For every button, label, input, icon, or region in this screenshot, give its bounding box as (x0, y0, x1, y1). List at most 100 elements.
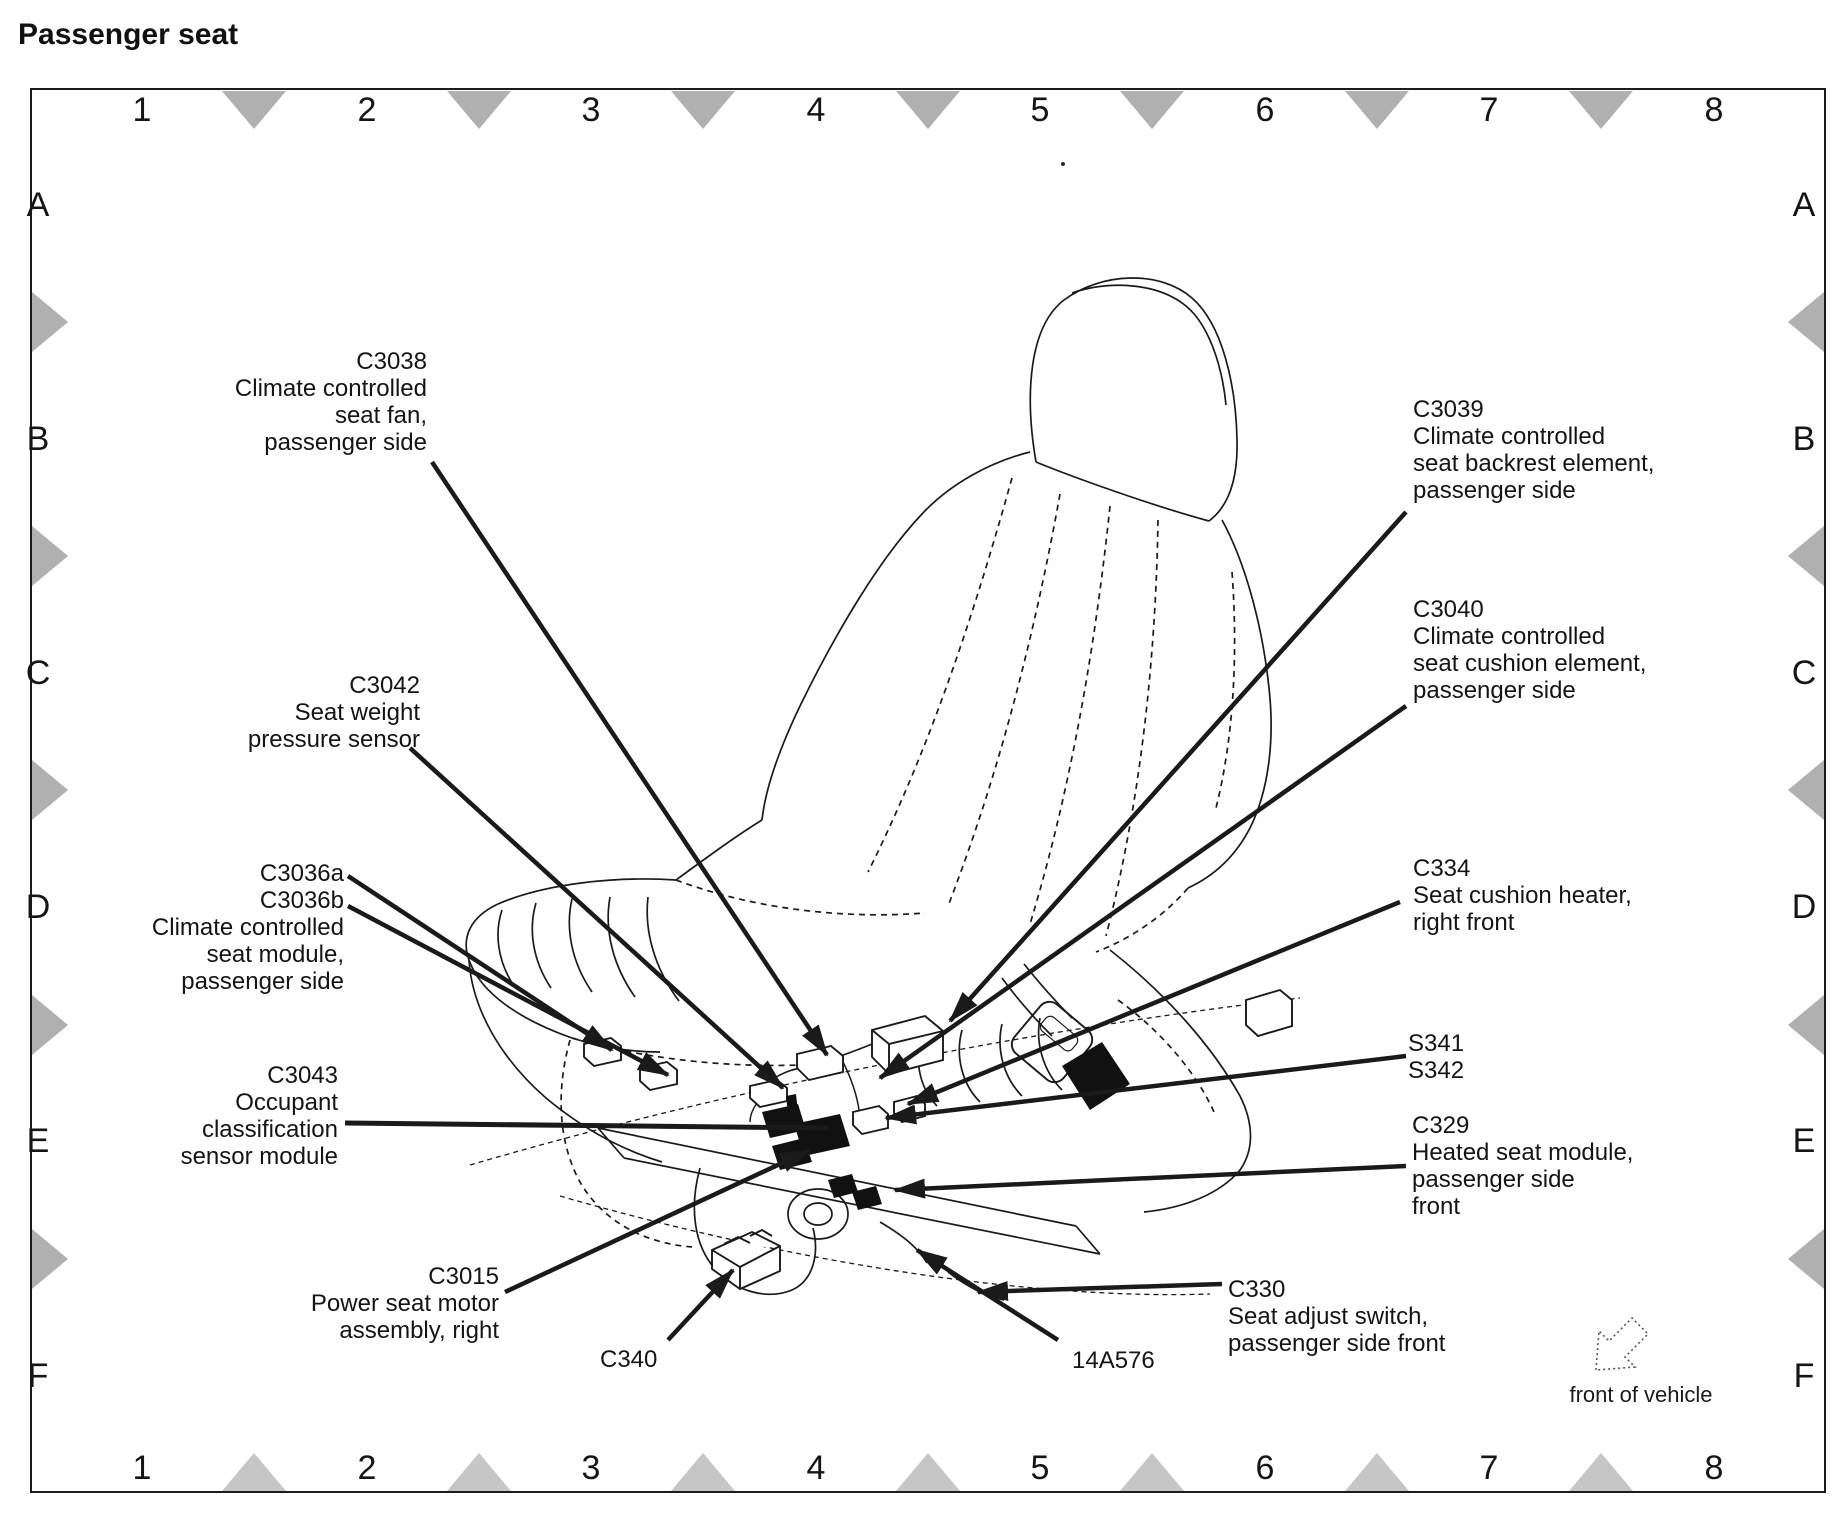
callout-line: pressure sensor (247, 726, 420, 753)
grid-marker-triangle (222, 1453, 286, 1491)
callout-line: passenger side (264, 429, 427, 456)
front-of-vehicle-label: front of vehicle (1569, 1382, 1713, 1407)
callout-c3039: C3039 Climate controlled seat backrest e… (1413, 396, 1654, 504)
grid-marker-triangle (1788, 292, 1824, 352)
callout-s341-s342: S341 S342 (1408, 1030, 1464, 1084)
callout-line: Seat cushion heater, (1413, 882, 1632, 909)
callout-c329: C329 Heated seat module, passenger side … (1412, 1112, 1633, 1220)
callout-line: C3043 (267, 1062, 338, 1089)
callout-line: C330 (1228, 1276, 1286, 1303)
callout-line: assembly, right (339, 1317, 499, 1344)
callout-line: C3036a (259, 860, 344, 887)
grid-row-label-left-B: B (26, 420, 50, 458)
grid-marker-triangle (671, 1453, 735, 1491)
grid-border (30, 88, 1826, 1493)
callout-c3038: C3038 Climate controlled seat fan, passe… (235, 348, 427, 456)
grid-col-label-top-2: 2 (357, 91, 377, 129)
callout-c3043: C3043 Occupant classification sensor mod… (181, 1062, 338, 1170)
callout-line: C3038 (356, 348, 427, 375)
callout-c3040: C3040 Climate controlled seat cushion el… (1413, 596, 1646, 704)
grid-row-label-right-E: E (1792, 1122, 1816, 1160)
grid-row-label-left-A: A (26, 186, 50, 224)
callout-line: C3042 (349, 672, 420, 699)
callout-line: seat module, (206, 941, 344, 968)
callout-line: C329 (1412, 1112, 1470, 1139)
grid-marker-triangle (32, 526, 68, 586)
callout-line: Heated seat module, (1412, 1139, 1634, 1166)
grid-col-label-bottom-2: 2 (357, 1449, 377, 1487)
callout-c3042: C3042 Seat weight pressure sensor (248, 672, 420, 753)
callout-line: right front (1413, 909, 1515, 936)
grid-row-label-left-F: F (27, 1357, 49, 1395)
callout-line: Occupant (235, 1089, 338, 1116)
callout-line: seat backrest element, (1413, 450, 1655, 477)
grid-marker-triangle (447, 1453, 511, 1491)
grid-row-label-right-D: D (1791, 888, 1817, 926)
grid-col-label-top-7: 7 (1479, 91, 1499, 129)
callout-c3036: C3036a C3036b Climate controlled seat mo… (152, 860, 344, 995)
grid-col-label-bottom-1: 1 (132, 1449, 152, 1487)
grid-marker-triangle (1788, 1229, 1824, 1289)
grid-col-label-bottom-7: 7 (1479, 1449, 1499, 1487)
grid-col-label-top-1: 1 (132, 91, 152, 129)
grid-row-label-left-E: E (26, 1122, 50, 1160)
grid-marker-triangle (1788, 526, 1824, 586)
callout-line: Climate controlled (1413, 423, 1606, 450)
grid-marker-triangle (32, 760, 68, 820)
callout-line: Power seat motor (310, 1290, 499, 1317)
grid-marker-triangle (32, 1229, 68, 1289)
grid-row-label-right-B: B (1792, 420, 1816, 458)
callout-line: S342 (1408, 1057, 1465, 1084)
callout-line: Climate controlled (151, 914, 344, 941)
grid-marker-triangle (1788, 995, 1824, 1055)
callout-line: C3036b (259, 887, 344, 914)
grid-col-label-bottom-5: 5 (1030, 1449, 1050, 1487)
callout-line: passenger side (1412, 1166, 1575, 1193)
grid-col-label-top-5: 5 (1030, 91, 1050, 129)
grid-row-label-left-D: D (25, 888, 51, 926)
callout-line: front (1412, 1193, 1461, 1220)
callout-line: passenger side (181, 968, 344, 995)
grid-col-label-bottom-6: 6 (1255, 1449, 1275, 1487)
callout-c340: C340 (600, 1346, 657, 1373)
grid-col-label-bottom-3: 3 (581, 1449, 601, 1487)
grid-marker-triangle (1120, 91, 1184, 129)
grid-marker-triangle (32, 292, 68, 352)
callout-line: Climate controlled (1413, 623, 1606, 650)
callout-line: sensor module (180, 1143, 338, 1170)
callout-line: passenger side (1413, 677, 1576, 704)
grid-marker-triangle (1569, 91, 1633, 129)
callout-line: C340 (600, 1346, 658, 1373)
callout-c330: C330 Seat adjust switch, passenger side … (1228, 1276, 1445, 1357)
grid-marker-triangle (1788, 760, 1824, 820)
callout-line: Seat weight (294, 699, 420, 726)
grid-col-label-top-6: 6 (1255, 91, 1275, 129)
grid-row-label-right-C: C (1791, 654, 1817, 692)
grid-marker-triangle (1120, 1453, 1184, 1491)
grid-marker-triangle (1569, 1453, 1633, 1491)
callout-line: C3015 (428, 1263, 499, 1290)
grid-marker-triangle (896, 91, 960, 129)
callout-line: 14A576 (1072, 1347, 1155, 1374)
callout-line: C334 (1413, 855, 1471, 882)
callout-line: seat cushion element, (1413, 650, 1647, 677)
callout-line: seat fan, (334, 402, 427, 429)
callout-c334: C334 Seat cushion heater, right front (1413, 855, 1632, 936)
grid-row-label-right-F: F (1793, 1357, 1815, 1395)
page-title: Passenger seat (18, 18, 239, 51)
grid-row-label-left-C: C (25, 654, 51, 692)
grid-marker-triangle (222, 91, 286, 129)
callout-line: Seat adjust switch, (1228, 1303, 1429, 1330)
callout-14a576: 14A576 (1072, 1347, 1155, 1374)
callout-line: C3039 (1413, 396, 1484, 423)
grid-marker-triangle (896, 1453, 960, 1491)
callout-line: C3040 (1413, 596, 1484, 623)
callout-line: Climate controlled (234, 375, 427, 402)
grid-col-label-top-4: 4 (806, 91, 826, 129)
callout-line: S341 (1408, 1030, 1465, 1057)
grid-marker-triangle (1345, 91, 1409, 129)
grid-marker-triangle (1345, 1453, 1409, 1491)
grid-marker-triangle (32, 995, 68, 1055)
grid-col-label-top-8: 8 (1704, 91, 1724, 129)
